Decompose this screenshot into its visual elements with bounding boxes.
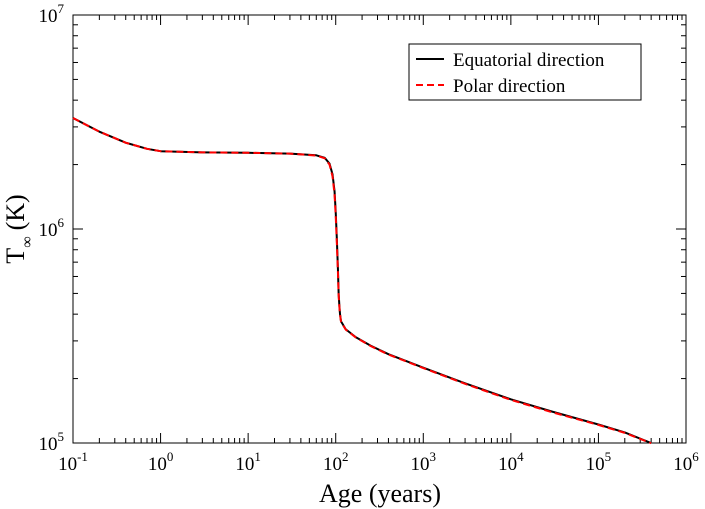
x-tick-label: 102	[323, 449, 349, 475]
series-layer	[72, 117, 652, 445]
y-tick-label: 105	[39, 429, 65, 455]
x-tick-label: 105	[586, 449, 612, 475]
series-line-equatorial	[72, 117, 652, 444]
y-axis-label: T∞ (K)	[1, 194, 36, 263]
x-tick-label: 100	[148, 449, 174, 475]
svg-text:T∞(K): T∞ (K)	[1, 194, 36, 263]
legend-label-equatorial: Equatorial direction	[453, 50, 605, 71]
x-tick-label: 10-1	[58, 449, 88, 475]
x-tick-label: 104	[498, 449, 524, 475]
y-axis-label-sub: ∞	[19, 236, 36, 247]
legend: Equatorial direction Polar direction	[408, 43, 642, 101]
x-tick-labels: 10-1 100 101 102 103 104 105 106	[58, 449, 699, 475]
axis-ticks	[72, 15, 686, 444]
legend-box	[408, 43, 642, 101]
y-tick-labels: 105 106 107	[39, 1, 65, 455]
x-tick-label: 101	[235, 449, 261, 475]
x-tick-label: 103	[411, 449, 437, 475]
legend-label-polar: Polar direction	[453, 76, 566, 97]
y-axis-label-main: T	[1, 248, 30, 264]
x-axis-label: Age (years)	[319, 479, 441, 508]
y-tick-label: 106	[39, 215, 65, 241]
series-line-polar	[72, 117, 652, 445]
y-axis-label-unit: (K)	[1, 194, 30, 230]
y-tick-label: 107	[39, 1, 65, 27]
x-tick-label: 106	[673, 449, 699, 475]
